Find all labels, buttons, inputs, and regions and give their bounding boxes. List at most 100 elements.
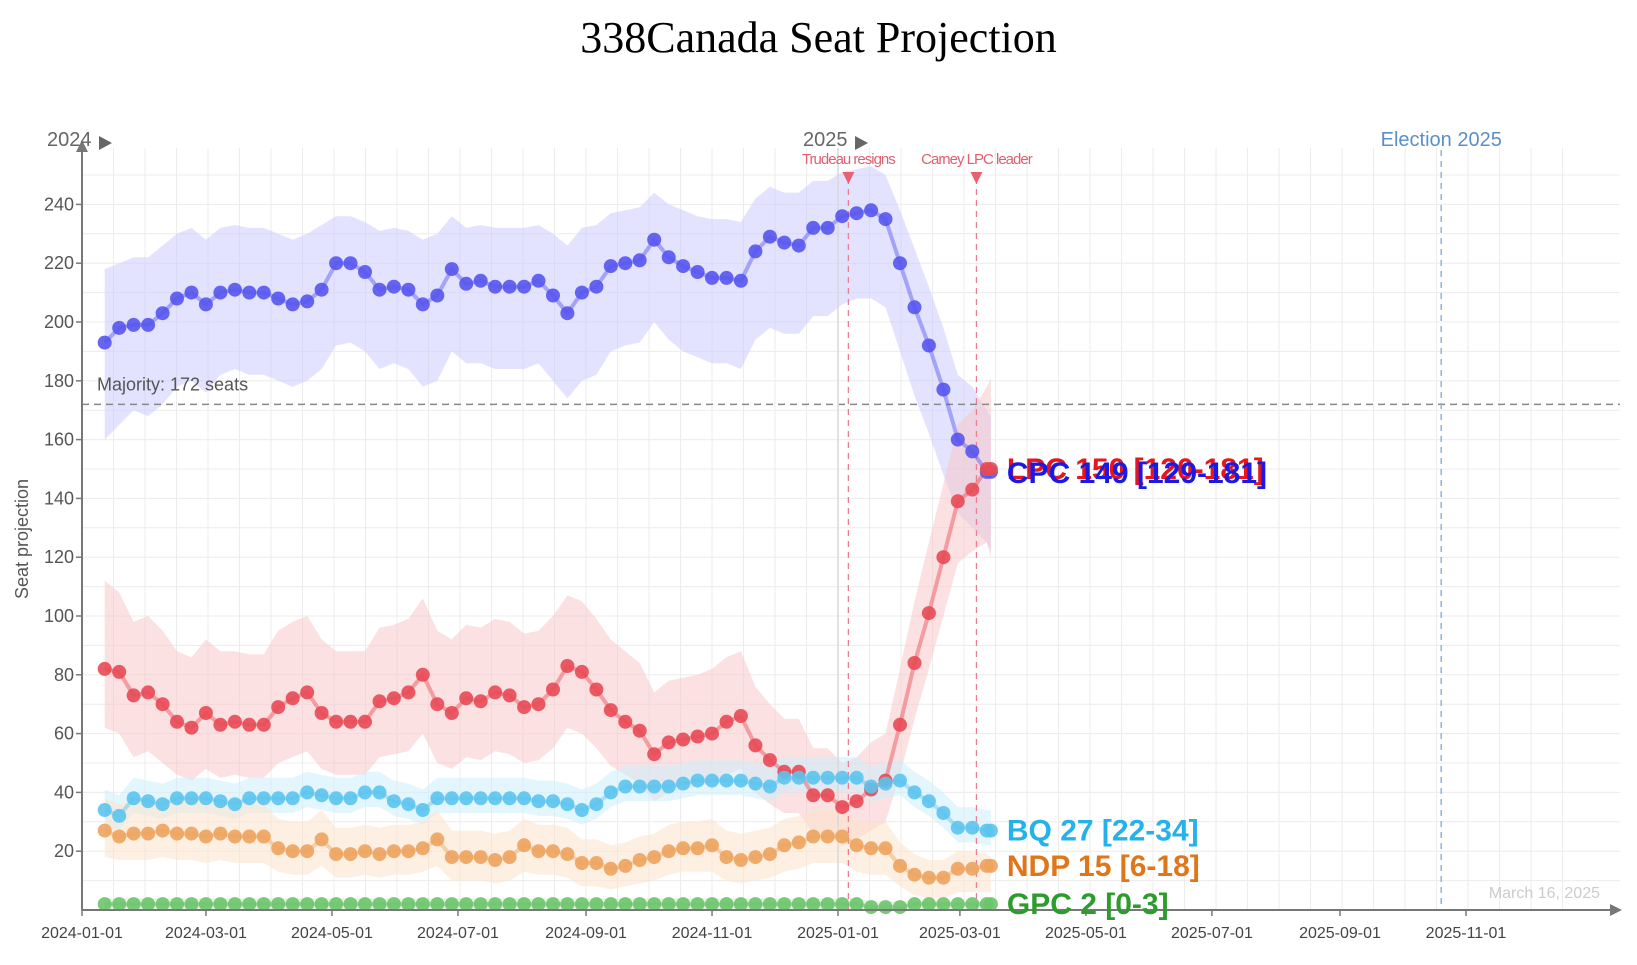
point-lpc [488,685,503,700]
point-lpc [983,462,998,476]
play-arrow-icon [99,136,112,150]
point-bq [531,794,546,809]
y-tick-label: 160 [44,430,74,450]
series-points [97,203,998,915]
point-cpc [256,285,271,300]
point-ndp [762,847,777,862]
point-ndp [690,841,705,856]
point-gpc [271,897,286,912]
point-bq [213,794,228,809]
x-tick-label: 2024-05-01 [291,925,373,942]
point-cpc [386,279,401,294]
point-cpc [647,232,662,247]
point-gpc [835,897,850,912]
point-ndp [430,832,445,847]
point-bq [271,791,286,806]
band-cpc [104,166,991,552]
point-gpc [401,897,416,912]
year-marker-label: 2025 [803,129,848,151]
point-bq [198,791,213,806]
point-ndp [271,841,286,856]
point-lpc [141,685,156,700]
point-bq [690,773,705,788]
y-tick-label: 100 [44,606,74,626]
point-lpc [112,664,127,679]
point-ndp [661,844,676,859]
point-gpc [242,897,257,912]
point-lpc [589,682,604,697]
y-tick-label: 220 [44,253,74,273]
point-cpc [300,294,315,309]
x-axis-arrow-icon [1610,904,1622,916]
point-lpc [473,694,488,709]
point-bq [603,785,618,800]
point-cpc [921,338,936,353]
point-bq [676,776,691,791]
x-tick-label: 2025-09-01 [1299,925,1381,942]
point-cpc [372,282,387,297]
point-ndp [719,850,734,865]
point-gpc [227,897,242,912]
point-ndp [531,844,546,859]
point-lpc [314,706,329,720]
point-gpc [97,897,112,912]
point-bq [242,791,257,806]
point-gpc [517,897,532,912]
point-cpc [546,288,560,303]
point-lpc [386,691,401,706]
point-gpc [256,897,271,912]
x-tick-label: 2024-11-01 [672,925,753,942]
point-gpc [661,897,676,912]
point-lpc [430,697,445,712]
chart-title: 338Canada Seat Projection [580,13,1057,62]
point-bq [705,773,719,788]
point-gpc [603,897,618,912]
point-ndp [126,826,141,841]
point-ndp [198,829,213,844]
point-ndp [791,835,806,850]
point-lpc [198,706,213,720]
point-lpc [733,709,748,723]
point-cpc [97,335,112,350]
point-lpc [835,800,850,815]
point-lpc [965,482,980,497]
y-axis-arrow-icon [76,140,88,152]
point-ndp [589,856,604,870]
point-bq [560,797,575,812]
y-tick-label: 200 [44,312,74,332]
point-ndp [574,856,589,870]
y-tick-label: 120 [44,547,74,567]
point-gpc [155,897,170,912]
x-tick-label: 2025-03-01 [919,925,1001,942]
point-bq [372,785,387,800]
point-ndp [820,829,835,844]
point-bq [878,776,893,791]
point-lpc [517,700,532,715]
point-gpc [806,897,821,912]
point-gpc [777,897,792,912]
point-gpc [358,897,372,912]
point-cpc [314,282,329,297]
x-tick-label: 2024-03-01 [165,925,247,942]
x-tick-label: 2024-07-01 [417,925,499,942]
point-bq [415,803,430,817]
point-ndp [415,841,430,856]
point-ndp [459,850,474,865]
point-bq [983,823,998,838]
point-cpc [907,300,922,315]
point-bq [285,791,300,806]
point-cpc [155,306,170,321]
point-bq [473,791,488,806]
point-bq [719,773,734,788]
point-lpc [184,720,199,735]
point-ndp [517,838,532,853]
event-marker-icon [970,172,983,184]
point-lpc [574,664,589,679]
y-tick-label: 180 [44,371,74,391]
x-tick-label: 2024-09-01 [545,925,627,942]
point-gpc [878,900,893,915]
y-tick-label: 240 [44,194,74,214]
point-gpc [618,897,633,912]
point-cpc [488,279,503,294]
point-cpc [733,273,748,288]
